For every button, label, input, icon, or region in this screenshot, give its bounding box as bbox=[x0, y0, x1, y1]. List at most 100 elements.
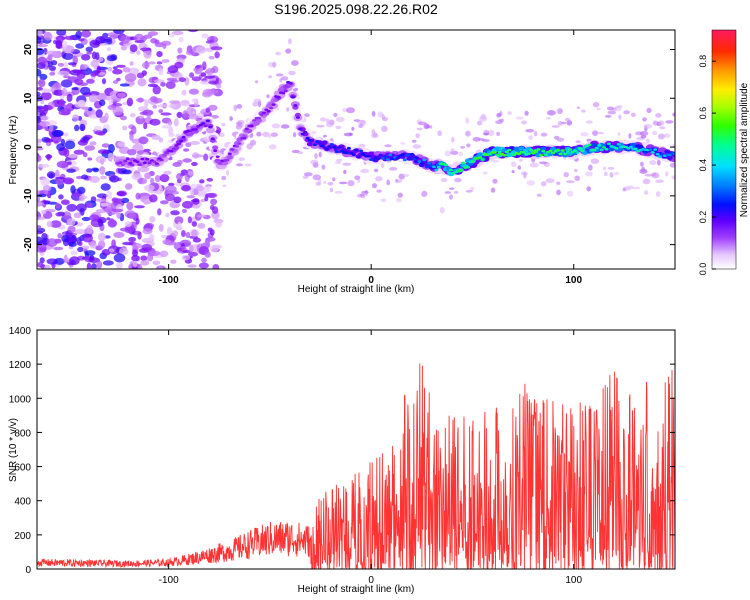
heatmap-noise-cell bbox=[439, 207, 445, 214]
colorbar: 0.0 0.2 0.4 0.6 0.8 Normalized spectral ampl… bbox=[698, 29, 750, 275]
heatmap-noise-cell bbox=[143, 49, 152, 59]
heatmap-noise-cell bbox=[132, 260, 138, 268]
heatmap-noise-cell bbox=[206, 177, 214, 182]
heatmap-noise-cell bbox=[196, 214, 207, 218]
heatmap-ridge-cell bbox=[176, 142, 181, 146]
heatmap-noise-cell bbox=[43, 264, 51, 269]
heatmap-ridge-cell bbox=[142, 161, 147, 165]
heatmap-noise-cell bbox=[288, 70, 296, 76]
heatmap-noise-cell bbox=[575, 140, 581, 144]
heatmap-noise-cell bbox=[97, 92, 107, 102]
heatmap-noise-cell bbox=[189, 141, 201, 145]
heatmap-noise-cell bbox=[382, 116, 388, 122]
heatmap-noise-cell bbox=[37, 163, 50, 168]
heatmap-noise-cell bbox=[97, 149, 110, 155]
heatmap-noise-cell bbox=[117, 92, 126, 98]
heatmap-ridge-cell bbox=[461, 161, 466, 165]
heatmap-noise-cell bbox=[149, 250, 161, 257]
heatmap-noise-cell bbox=[165, 212, 170, 218]
heatmap-noise-cell bbox=[87, 157, 93, 161]
heatmap-noise-cell bbox=[380, 163, 385, 168]
heatmap-noise-cell bbox=[187, 30, 199, 33]
heatmap-noise-cell bbox=[136, 97, 145, 103]
heatmap-noise-cell bbox=[613, 171, 620, 176]
heatmap-noise-cell bbox=[567, 190, 574, 197]
heatmap-noise-cell bbox=[143, 200, 150, 205]
heatmap-ridge-cell bbox=[478, 156, 483, 159]
heatmap-noise-cell bbox=[521, 120, 527, 125]
heatmap-noise-cell bbox=[416, 127, 423, 131]
heatmap-noise-cell bbox=[89, 242, 97, 249]
x-tick-label: 0 bbox=[368, 575, 374, 586]
heatmap-noise-cell bbox=[168, 132, 175, 138]
heatmap-noise-cell bbox=[89, 214, 100, 222]
heatmap-noise-cell bbox=[86, 78, 95, 84]
heatmap-noise-cell bbox=[129, 61, 134, 66]
heatmap-ridge-cell bbox=[444, 163, 449, 167]
heatmap-noise-cell bbox=[580, 132, 589, 137]
heatmap-noise-cell bbox=[333, 112, 338, 118]
heatmap-noise-cell bbox=[201, 257, 207, 263]
heatmap-noise-cell bbox=[107, 152, 115, 161]
heatmap-noise-cell bbox=[465, 189, 474, 193]
y-tick-label: 0 bbox=[23, 144, 34, 150]
heatmap-noise-cell bbox=[120, 45, 127, 51]
heatmap-noise-cell bbox=[653, 120, 657, 125]
heatmap-noise-cell bbox=[146, 113, 152, 118]
heatmap-noise-cell bbox=[159, 174, 170, 183]
heatmap-noise-cell bbox=[180, 101, 191, 107]
heatmap-noise-cell bbox=[120, 197, 130, 204]
y-tick-label: 20 bbox=[23, 44, 34, 56]
heatmap-noise-cell bbox=[538, 161, 548, 165]
heatmap-noise-cell bbox=[161, 234, 168, 239]
heatmap-noise-cell bbox=[55, 40, 63, 49]
heatmap-ridge-cell bbox=[614, 146, 619, 150]
heatmap-noise-cell bbox=[373, 132, 378, 138]
heatmap-noise-cell bbox=[78, 38, 85, 42]
heatmap-ridge-cell bbox=[198, 123, 203, 127]
heatmap-noise-cell bbox=[106, 217, 111, 221]
heatmap-noise-cell bbox=[449, 187, 455, 190]
heatmap-ridge-cell bbox=[633, 147, 638, 151]
snr-x-ticks: -100 0 100 bbox=[159, 330, 583, 586]
heatmap-noise-cell bbox=[386, 179, 391, 186]
heatmap-noise-cell bbox=[606, 106, 614, 111]
heatmap-noise-cell bbox=[89, 39, 101, 48]
heatmap-ridge-cell bbox=[424, 165, 429, 169]
heatmap-noise-cell bbox=[669, 162, 675, 168]
heatmap-noise-cell bbox=[164, 193, 175, 202]
heatmap-noise-cell bbox=[149, 194, 158, 203]
heatmap-noise-cell bbox=[657, 120, 665, 126]
heatmap-noise-cell bbox=[323, 134, 327, 138]
heatmap-ridge-cell bbox=[599, 148, 604, 152]
heatmap-noise-cell bbox=[129, 44, 138, 53]
heatmap-noise-cell bbox=[61, 87, 68, 97]
heatmap-noise-cell bbox=[163, 170, 172, 175]
colorbar-tick-label: 0.8 bbox=[698, 55, 708, 68]
heatmap-noise-cell bbox=[170, 210, 180, 216]
y-tick-label: 10 bbox=[23, 92, 34, 104]
heatmap-noise-cell bbox=[39, 107, 48, 115]
heatmap-noise-cell bbox=[268, 61, 274, 68]
heatmap-noise-cell bbox=[211, 114, 219, 119]
heatmap-noise-cell bbox=[222, 184, 227, 188]
heatmap-ridge-cell bbox=[521, 151, 526, 154]
heatmap-noise-cell bbox=[128, 67, 139, 76]
heatmap-noise-cell bbox=[112, 68, 123, 75]
heatmap-ridge-cell bbox=[351, 153, 356, 156]
heatmap-noise-cell bbox=[149, 233, 155, 242]
heatmap-noise-cell bbox=[270, 132, 279, 137]
heatmap-noise-cell bbox=[191, 221, 197, 227]
heatmap-ridge-cell bbox=[179, 139, 184, 143]
heatmap-noise-cell bbox=[319, 117, 327, 122]
heatmap-noise-cell bbox=[325, 118, 330, 124]
heatmap-noise-cell bbox=[495, 120, 503, 125]
heatmap-noise-cell bbox=[146, 254, 154, 262]
heatmap-ridge-cell bbox=[497, 150, 502, 154]
heatmap-noise-cell bbox=[161, 59, 170, 63]
heatmap-noise-cell bbox=[566, 180, 575, 184]
heatmap-noise-cell bbox=[157, 208, 162, 216]
heatmap-noise-cell bbox=[517, 165, 521, 170]
heatmap-noise-cell bbox=[56, 143, 66, 152]
heatmap-noise-cell bbox=[166, 226, 173, 236]
